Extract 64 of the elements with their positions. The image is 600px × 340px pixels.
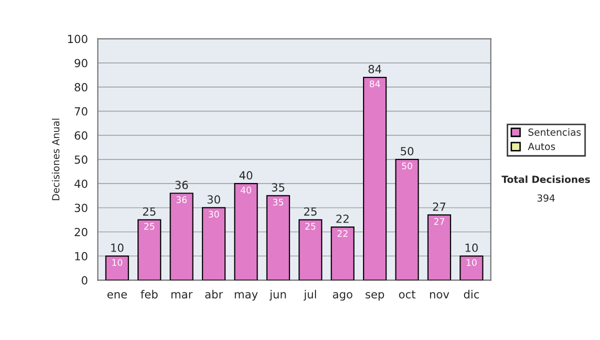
x-tick-label: sep <box>366 292 384 301</box>
total-label: 35 <box>272 183 284 192</box>
total-label: 40 <box>239 171 252 180</box>
x-tick-label: ago <box>332 292 352 301</box>
total-label: 84 <box>368 64 382 74</box>
text: Total Decisiones <box>502 175 590 184</box>
total-label: 10 <box>111 244 124 252</box>
total-label: 22 <box>336 214 349 223</box>
bar <box>202 207 226 280</box>
total-label: 36 <box>175 180 188 190</box>
x-tick-label: jul <box>304 290 316 301</box>
data-label: 36 <box>176 196 187 204</box>
data-label: 84 <box>370 80 380 88</box>
bar <box>234 183 258 280</box>
total-label: 25 <box>304 207 317 216</box>
data-label: 50 <box>402 162 412 170</box>
bar <box>460 255 484 280</box>
y-tick-label: 60 <box>74 131 88 140</box>
bar <box>427 214 452 280</box>
bar <box>266 195 290 280</box>
x-tick-label: oct <box>399 290 416 298</box>
y-tick-label: 50 <box>74 155 88 164</box>
x-tick-label: nov <box>430 292 450 298</box>
legend-label: Autos <box>528 142 556 150</box>
bar <box>298 219 322 280</box>
total-label: 25 <box>143 207 156 216</box>
data-label: 25 <box>305 222 316 230</box>
y-tick-label: 10 <box>75 252 88 260</box>
text: 394 <box>537 194 555 202</box>
bar <box>170 192 194 280</box>
bar <box>138 219 162 280</box>
x-tick-label: mar <box>171 292 193 298</box>
y-tick-label: 90 <box>74 58 88 68</box>
y-tick-label: 30 <box>74 204 88 212</box>
bar <box>395 158 419 280</box>
bar <box>330 226 354 280</box>
x-tick-label: jun <box>269 290 286 301</box>
x-tick-label: dic <box>464 290 479 298</box>
legend-label: Sentencias <box>528 128 581 136</box>
y-tick-label: 80 <box>74 83 88 92</box>
data-label: 10 <box>112 259 122 266</box>
data-label: 35 <box>273 198 284 206</box>
total-label: 10 <box>466 244 478 252</box>
y-tick-label: 20 <box>74 228 88 236</box>
y-tick-label: 70 <box>74 107 88 116</box>
data-label: 30 <box>208 210 219 218</box>
data-label: 27 <box>434 218 444 225</box>
bar <box>105 255 129 280</box>
data-label: 25 <box>144 222 154 230</box>
total-label: 50 <box>400 146 414 156</box>
y-axis-title: Decisiones Anual <box>52 118 60 200</box>
x-tick-label: may <box>234 292 258 301</box>
bar <box>363 76 387 280</box>
y-tick-label: 0 <box>82 276 88 285</box>
y-tick-label: 100 <box>68 34 88 44</box>
y-tick-label: 40 <box>74 180 88 188</box>
x-tick-label: abr <box>205 290 223 298</box>
total-label: 27 <box>433 202 446 211</box>
data-label: 10 <box>466 259 477 266</box>
x-tick-label: ene <box>107 292 127 298</box>
data-label: 22 <box>338 230 348 237</box>
total-label: 30 <box>208 195 220 204</box>
data-label: 40 <box>240 186 252 194</box>
x-tick-label: feb <box>140 290 158 298</box>
